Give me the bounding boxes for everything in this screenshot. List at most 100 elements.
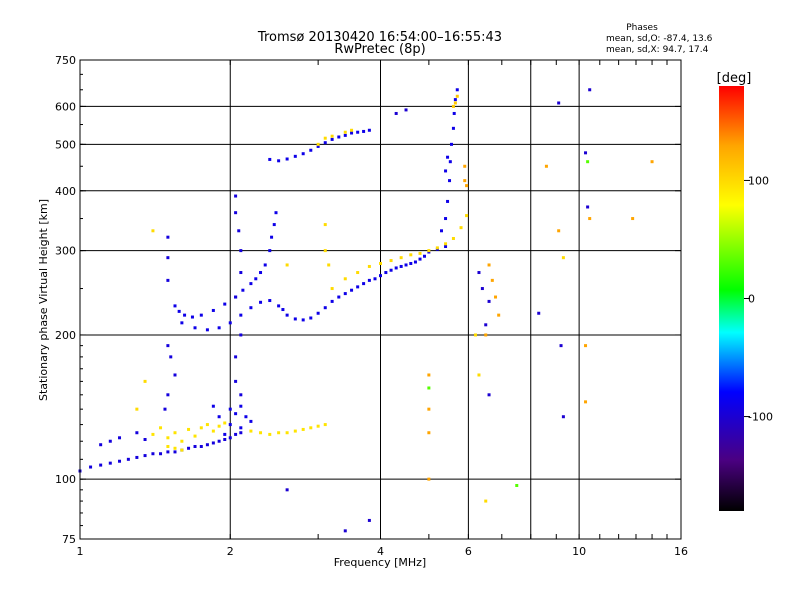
colorbar-ticks: 100 0 -100 <box>744 174 773 424</box>
data-point <box>316 142 320 146</box>
y-tick-label: 75 <box>62 533 76 546</box>
data-point <box>249 419 253 423</box>
y-tick-label: 100 <box>55 473 76 486</box>
data-point <box>239 393 243 397</box>
data-point <box>367 278 371 282</box>
colorbar <box>719 86 744 511</box>
data-point <box>159 426 163 430</box>
data-point <box>259 431 263 435</box>
data-point <box>455 88 459 92</box>
data-point <box>463 179 467 183</box>
data-point <box>274 211 278 215</box>
data-point <box>293 154 297 158</box>
data-point <box>268 249 272 253</box>
data-point <box>399 264 403 268</box>
data-point <box>99 443 103 447</box>
data-point <box>180 448 184 452</box>
data-point <box>190 315 194 319</box>
y-axis-ticks: 75 100 200 300 400 500 600 750 <box>55 54 681 546</box>
data-point <box>323 136 327 140</box>
data-point <box>418 257 422 261</box>
data-point <box>515 483 519 487</box>
data-point <box>151 452 155 456</box>
data-point <box>404 108 408 112</box>
data-point <box>228 423 232 427</box>
data-point <box>323 249 327 253</box>
data-point <box>487 263 491 267</box>
data-point <box>234 211 238 215</box>
data-point <box>343 133 347 137</box>
x-axis-label: Frequency [MHz] <box>334 556 426 569</box>
data-point <box>249 429 253 433</box>
data-point <box>249 282 253 286</box>
data-point <box>451 104 455 108</box>
data-point <box>444 242 448 246</box>
data-point <box>173 373 177 377</box>
data-point <box>217 439 221 443</box>
data-point <box>199 313 203 317</box>
data-point <box>277 431 281 435</box>
data-point <box>205 423 209 427</box>
data-point <box>217 424 221 428</box>
data-point <box>159 452 163 456</box>
data-point <box>399 256 403 260</box>
data-point <box>427 249 431 253</box>
data-point <box>180 321 184 325</box>
data-point <box>228 407 232 411</box>
data-point <box>631 217 635 221</box>
data-point <box>301 318 305 322</box>
data-point <box>228 321 232 325</box>
data-point <box>477 271 481 275</box>
data-point <box>446 199 450 203</box>
data-point <box>169 355 173 359</box>
data-point <box>413 260 417 264</box>
data-point <box>143 454 147 458</box>
data-point <box>409 253 413 257</box>
data-point <box>223 302 227 306</box>
data-point <box>285 313 289 317</box>
data-point <box>586 160 590 164</box>
stats-line-o: mean, sd,O: -87.4, 13.6 <box>606 34 713 44</box>
data-point <box>301 152 305 156</box>
data-point <box>343 292 347 296</box>
data-point <box>323 423 327 427</box>
data-point <box>557 101 561 105</box>
colorbar-tick-label: -100 <box>748 411 773 424</box>
data-point <box>484 323 488 327</box>
data-point <box>268 157 272 161</box>
data-point <box>163 407 167 411</box>
data-point <box>584 344 588 348</box>
data-point <box>440 229 444 233</box>
data-point <box>193 444 197 448</box>
data-point <box>108 461 112 465</box>
data-point <box>234 194 238 198</box>
data-point <box>494 295 498 299</box>
data-point <box>143 379 147 383</box>
data-point <box>151 432 155 436</box>
data-point <box>394 111 398 115</box>
data-point <box>268 432 272 436</box>
data-point <box>239 404 243 408</box>
data-point <box>362 129 366 133</box>
data-point <box>343 130 347 134</box>
data-point <box>427 373 431 377</box>
data-point <box>463 164 467 168</box>
data-point <box>254 277 258 281</box>
x-tick-label: 2 <box>227 545 234 558</box>
data-point <box>330 287 334 291</box>
data-point <box>444 217 448 221</box>
data-point <box>99 463 103 467</box>
data-point <box>223 421 227 425</box>
data-point <box>465 184 469 188</box>
data-point <box>193 434 197 438</box>
data-point <box>497 313 501 317</box>
x-tick-label: 1 <box>77 545 84 558</box>
stats-line-x: mean, sd,X: 94.7, 17.4 <box>606 45 709 55</box>
data-point <box>205 328 209 332</box>
data-point <box>211 429 215 433</box>
data-point <box>343 529 347 533</box>
grid <box>80 60 681 539</box>
data-point <box>367 518 371 522</box>
data-point <box>234 432 238 436</box>
data-point <box>337 295 341 299</box>
